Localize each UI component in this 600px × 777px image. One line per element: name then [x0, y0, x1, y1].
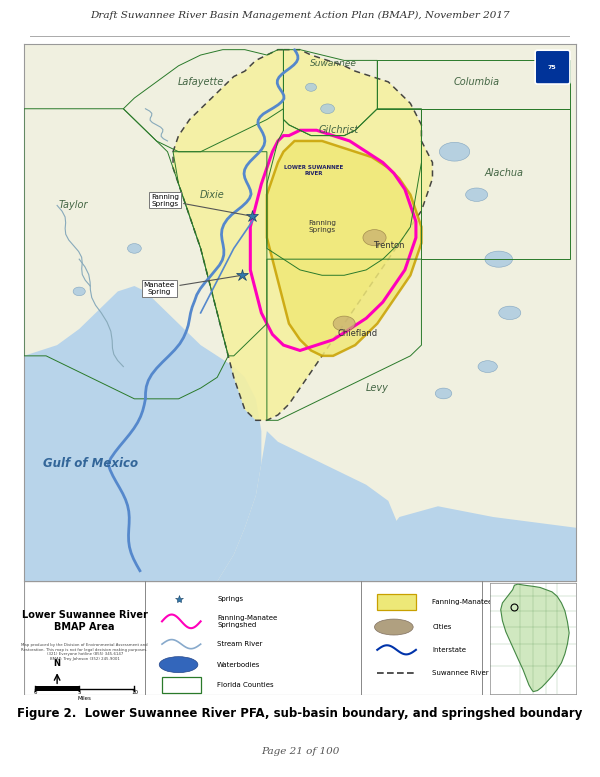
Text: Fanning
Springs: Fanning Springs — [308, 221, 336, 233]
Ellipse shape — [73, 287, 85, 296]
Polygon shape — [173, 50, 433, 420]
Text: Stream River: Stream River — [217, 641, 263, 647]
Text: LOWER SUWANNEE
RIVER: LOWER SUWANNEE RIVER — [284, 166, 343, 176]
Ellipse shape — [128, 243, 142, 253]
Ellipse shape — [305, 83, 317, 91]
Text: Fanning
Springs: Fanning Springs — [151, 193, 249, 216]
Polygon shape — [501, 584, 569, 692]
Text: 10: 10 — [131, 690, 138, 695]
Ellipse shape — [466, 188, 488, 201]
Ellipse shape — [321, 104, 335, 113]
Text: Manatee
Spring: Manatee Spring — [143, 276, 239, 295]
Text: Lower Suwannee River
BMAP Area: Lower Suwannee River BMAP Area — [22, 610, 148, 632]
Ellipse shape — [363, 230, 386, 246]
Text: Alachua: Alachua — [485, 168, 524, 178]
Polygon shape — [24, 286, 262, 581]
Text: Gilchrist: Gilchrist — [319, 125, 359, 135]
Text: 0: 0 — [33, 690, 37, 695]
Bar — [377, 594, 416, 610]
Text: Columbia: Columbia — [454, 77, 500, 87]
Text: Florida Counties: Florida Counties — [217, 682, 274, 688]
Polygon shape — [35, 686, 79, 691]
Text: Springs: Springs — [217, 595, 244, 601]
Text: Suwannee: Suwannee — [310, 58, 356, 68]
FancyBboxPatch shape — [535, 51, 570, 84]
Text: Suwannee River BMAP: Suwannee River BMAP — [433, 670, 511, 676]
Text: Interstate: Interstate — [433, 646, 466, 653]
Ellipse shape — [435, 388, 452, 399]
Text: Waterbodies: Waterbodies — [217, 662, 260, 667]
Ellipse shape — [478, 361, 497, 372]
Polygon shape — [355, 507, 576, 581]
Text: Miles: Miles — [78, 696, 92, 701]
Text: Lafayette: Lafayette — [178, 77, 224, 87]
Text: Taylor: Taylor — [59, 200, 88, 211]
Text: N: N — [53, 659, 61, 668]
Text: Levy: Levy — [366, 383, 389, 393]
Text: 5: 5 — [77, 690, 81, 695]
Ellipse shape — [439, 142, 470, 161]
Ellipse shape — [333, 316, 355, 331]
Text: Draft Suwannee River Basin Management Action Plan (BMAP), November 2017: Draft Suwannee River Basin Management Ac… — [90, 11, 510, 20]
Text: Trenton: Trenton — [373, 241, 404, 250]
Polygon shape — [24, 44, 576, 581]
Polygon shape — [217, 431, 400, 581]
Ellipse shape — [374, 619, 413, 635]
Polygon shape — [267, 141, 421, 356]
Text: Gulf of Mexico: Gulf of Mexico — [43, 457, 138, 470]
Ellipse shape — [499, 306, 521, 319]
Ellipse shape — [485, 251, 512, 267]
Text: 75: 75 — [548, 65, 557, 70]
Text: Cities: Cities — [433, 624, 452, 630]
Text: Chiefland: Chiefland — [338, 329, 378, 338]
Text: Fanning-Manatee PFA: Fanning-Manatee PFA — [433, 599, 507, 605]
Text: Dixie: Dixie — [199, 190, 224, 200]
Text: Map produced by the Division of Environmental Assessment and
Restoration. This m: Map produced by the Division of Environm… — [22, 643, 148, 661]
Text: Fanning-Manatee
Springshed: Fanning-Manatee Springshed — [217, 615, 277, 628]
Text: Figure 2.  Lower Suwannee River PFA, sub-basin boundary, and springshed boundary: Figure 2. Lower Suwannee River PFA, sub-… — [17, 707, 583, 720]
Bar — [162, 678, 200, 693]
Ellipse shape — [159, 657, 198, 673]
Text: Page 21 of 100: Page 21 of 100 — [261, 747, 339, 756]
